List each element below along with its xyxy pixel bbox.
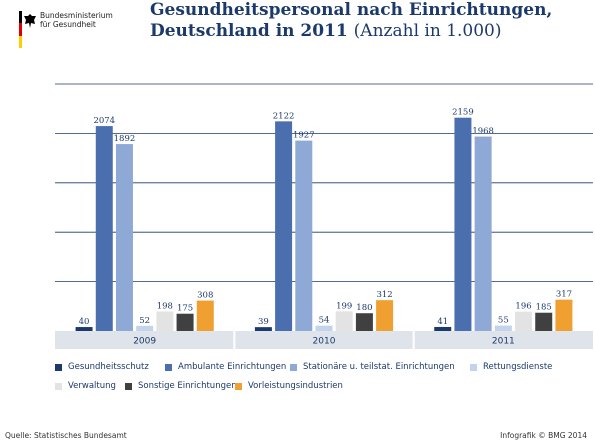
ministry-name: Bundesministerium für Gesundheit bbox=[40, 11, 113, 29]
german-flag-icon bbox=[19, 11, 22, 48]
title-line-1: Gesundheitspersonal nach Einrichtungen, bbox=[150, 0, 553, 20]
data-label: 317 bbox=[556, 290, 572, 300]
bar bbox=[335, 311, 353, 331]
legend-item: Rettungsdienste bbox=[470, 362, 552, 372]
legend-label: Verwaltung bbox=[68, 381, 116, 391]
bar bbox=[136, 325, 154, 331]
federal-eagle-icon bbox=[24, 14, 36, 28]
bar bbox=[196, 300, 214, 331]
legend-label: Rettungsdienste bbox=[483, 362, 553, 372]
category-axis-band bbox=[55, 331, 593, 349]
legend-swatch bbox=[55, 363, 62, 371]
data-label: 52 bbox=[139, 316, 150, 326]
category-label: 2010 bbox=[313, 337, 336, 347]
category-label: 2009 bbox=[133, 337, 156, 347]
legend-item: Gesundheitsschutz bbox=[55, 362, 149, 372]
legend-label: Sonstige Einrichtungen bbox=[138, 381, 237, 391]
bar bbox=[494, 325, 512, 331]
source-note: Quelle: Statistisches Bundesamt bbox=[5, 431, 127, 440]
bar bbox=[254, 327, 272, 331]
legend-label: Ambulante Einrichtungen bbox=[178, 362, 287, 372]
data-label: 40 bbox=[79, 317, 90, 327]
ministry-logo: Bundesministerium für Gesundheit bbox=[9, 5, 113, 48]
legend-swatch bbox=[165, 363, 172, 371]
bar bbox=[156, 311, 174, 331]
data-label: 1927 bbox=[293, 131, 315, 141]
category-label: 2011 bbox=[492, 337, 515, 347]
legend-item: Ambulante Einrichtungen bbox=[165, 362, 286, 372]
data-label: 55 bbox=[498, 316, 509, 326]
bar bbox=[535, 312, 553, 331]
data-label: 308 bbox=[197, 291, 213, 301]
bar bbox=[295, 140, 313, 331]
data-label: 175 bbox=[177, 304, 193, 314]
data-label: 1892 bbox=[114, 134, 136, 144]
data-label: 2159 bbox=[452, 108, 474, 118]
bar bbox=[434, 326, 452, 331]
data-label: 180 bbox=[356, 303, 372, 313]
legend-item: Verwaltung bbox=[55, 381, 116, 391]
data-label: 39 bbox=[258, 317, 269, 327]
data-label: 54 bbox=[319, 316, 330, 326]
bar bbox=[474, 136, 492, 331]
data-label: 198 bbox=[157, 301, 173, 311]
data-label: 185 bbox=[536, 303, 552, 313]
legend-label: Gesundheitsschutz bbox=[68, 362, 149, 372]
bar bbox=[95, 126, 113, 331]
bar bbox=[454, 117, 472, 332]
bar bbox=[115, 144, 133, 331]
bar bbox=[176, 313, 194, 331]
legend-swatch bbox=[55, 382, 62, 390]
legend-item: Vorleistungsindustrien bbox=[235, 381, 343, 391]
data-label: 1968 bbox=[472, 127, 494, 137]
data-label: 2074 bbox=[93, 116, 115, 126]
credit-note: Infografik © BMG 2014 bbox=[500, 431, 587, 440]
bar bbox=[555, 299, 573, 331]
legend-item: Stationäre u. teilstat. Einrichtungen bbox=[290, 362, 455, 372]
bar bbox=[355, 313, 373, 331]
legend-label: Stationäre u. teilstat. Einrichtungen bbox=[303, 362, 455, 372]
bar bbox=[315, 325, 333, 331]
legend-swatch bbox=[235, 382, 242, 390]
bar bbox=[515, 311, 533, 331]
title-unit: (Anzahl in 1.000) bbox=[353, 21, 502, 41]
legend-swatch bbox=[470, 363, 477, 371]
data-label: 199 bbox=[336, 301, 352, 311]
bar bbox=[75, 327, 93, 331]
legend-swatch bbox=[125, 382, 132, 390]
data-label: 2122 bbox=[273, 111, 295, 121]
chart-title: Gesundheitspersonal nach Einrichtungen, … bbox=[150, 0, 590, 42]
data-label: 196 bbox=[515, 302, 531, 312]
bar bbox=[376, 300, 394, 331]
data-label: 312 bbox=[376, 290, 392, 300]
legend-swatch bbox=[290, 363, 297, 371]
bar bbox=[275, 121, 293, 331]
legend-label: Vorleistungsindustrien bbox=[248, 381, 343, 391]
title-line-2: Deutschland in 2011 bbox=[150, 21, 348, 41]
legend-item: Sonstige Einrichtungen bbox=[125, 381, 237, 391]
data-label: 41 bbox=[437, 317, 448, 327]
